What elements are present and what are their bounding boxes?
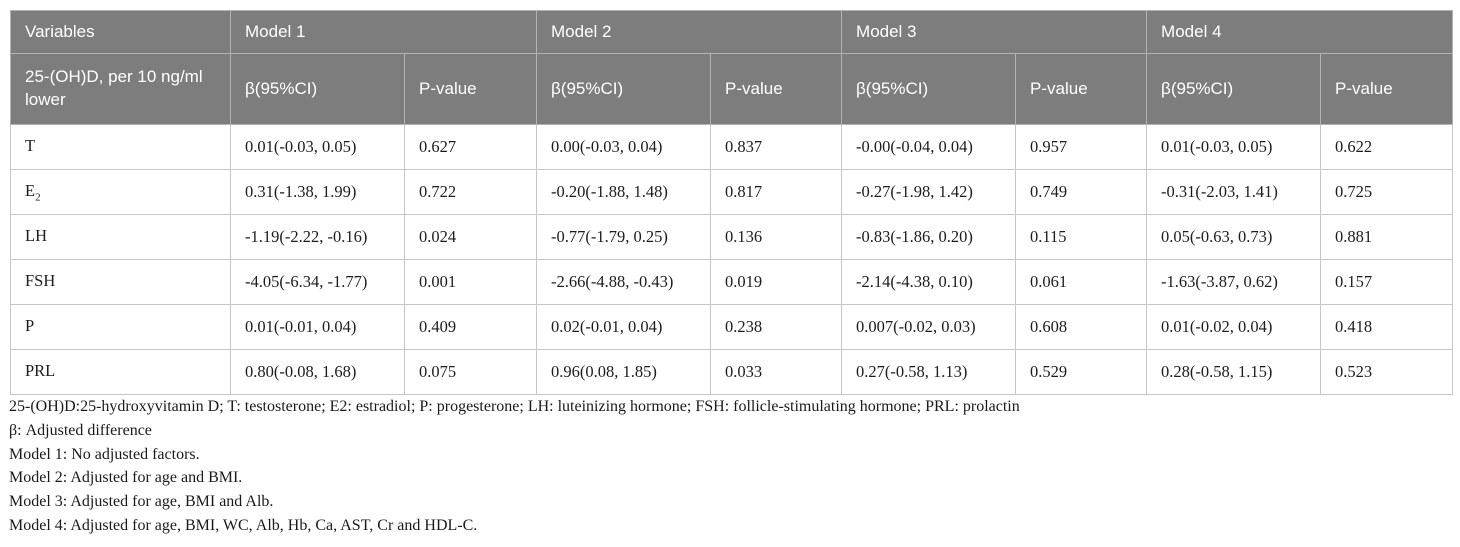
cell-m4-beta: 0.01(-0.02, 0.04) [1146, 304, 1322, 350]
cell-m1-pvalue: 0.075 [403, 349, 538, 395]
variable-label: E [25, 180, 36, 200]
cell-m3-beta: 0.007(-0.02, 0.03) [841, 304, 1017, 350]
cell-m2-beta: 0.02(-0.01, 0.04) [536, 304, 712, 350]
cell-variable: PRL [10, 349, 231, 395]
cell-m2-beta: -2.66(-4.88, -0.43) [536, 259, 712, 305]
header-row-measures: 25-(OH)D, per 10 ng/ml lower β(95%CI) P-… [10, 53, 1454, 125]
cell-m2-pvalue: 0.837 [710, 124, 843, 170]
cell-m4-beta: -1.63(-3.87, 0.62) [1146, 259, 1322, 305]
cell-m3-beta: 0.27(-0.58, 1.13) [841, 349, 1017, 395]
column-header-m2-pvalue: P-value [710, 53, 843, 125]
cell-m4-pvalue: 0.157 [1320, 259, 1454, 305]
cell-variable: E2 [10, 169, 231, 215]
column-header-exposure: 25-(OH)D, per 10 ng/ml lower [10, 53, 231, 125]
cell-m4-beta: 0.28(-0.58, 1.15) [1146, 349, 1322, 395]
cell-m1-beta: 0.31(-1.38, 1.99) [230, 169, 405, 215]
footnote-abbreviations: 25-(OH)D:25-hydroxyvitamin D; T: testost… [9, 398, 1020, 415]
variable-label: T [25, 135, 36, 155]
table-row-LH: LH -1.19(-2.22, -0.16) 0.024 -0.77(-1.79… [10, 214, 1454, 260]
cell-m1-pvalue: 0.627 [403, 124, 538, 170]
cell-m1-pvalue: 0.409 [403, 304, 538, 350]
cell-m4-pvalue: 0.523 [1320, 349, 1454, 395]
table-footnotes: 25-(OH)D:25-hydroxyvitamin D; T: testost… [9, 395, 1454, 538]
cell-variable: LH [10, 214, 231, 260]
column-header-model2: Model 2 [536, 10, 843, 54]
cell-m4-beta: 0.01(-0.03, 0.05) [1146, 124, 1322, 170]
cell-m3-beta: -0.27(-1.98, 1.42) [841, 169, 1017, 215]
cell-m2-pvalue: 0.033 [710, 349, 843, 395]
column-header-m1-pvalue: P-value [403, 53, 538, 125]
cell-m2-beta: -0.77(-1.79, 0.25) [536, 214, 712, 260]
cell-m4-pvalue: 0.622 [1320, 124, 1454, 170]
footnote-beta-definition: β: Adjusted difference [9, 421, 152, 439]
table-row-FSH: FSH -4.05(-6.34, -1.77) 0.001 -2.66(-4.8… [10, 259, 1454, 305]
variable-label: FSH [25, 270, 56, 290]
cell-m2-pvalue: 0.019 [710, 259, 843, 305]
cell-m2-beta: 0.00(-0.03, 0.04) [536, 124, 712, 170]
cell-m3-beta: -0.00(-0.04, 0.04) [841, 124, 1017, 170]
column-header-m4-beta: β(95%CI) [1146, 53, 1322, 125]
column-header-m2-beta: β(95%CI) [536, 53, 712, 125]
cell-m3-beta: -0.83(-1.86, 0.20) [841, 214, 1017, 260]
column-header-model4: Model 4 [1146, 10, 1454, 54]
cell-m4-beta: 0.05(-0.63, 0.73) [1146, 214, 1322, 260]
cell-m1-beta: 0.01(-0.03, 0.05) [230, 124, 405, 170]
column-header-m3-pvalue: P-value [1015, 53, 1148, 125]
table-row-E2: E2 0.31(-1.38, 1.99) 0.722 -0.20(-1.88, … [10, 169, 1454, 215]
cell-m3-pvalue: 0.957 [1015, 124, 1148, 170]
cell-variable: P [10, 304, 231, 350]
cell-m3-pvalue: 0.115 [1015, 214, 1148, 260]
column-header-m1-beta: β(95%CI) [230, 53, 405, 125]
column-header-m4-pvalue: P-value [1320, 53, 1454, 125]
cell-m4-pvalue: 0.881 [1320, 214, 1454, 260]
column-header-variables: Variables [10, 10, 231, 54]
cell-m1-beta: -1.19(-2.22, -0.16) [230, 214, 405, 260]
column-header-model3: Model 3 [841, 10, 1148, 54]
cell-m1-pvalue: 0.024 [403, 214, 538, 260]
cell-m2-pvalue: 0.136 [710, 214, 843, 260]
table-row-P: P 0.01(-0.01, 0.04) 0.409 0.02(-0.01, 0.… [10, 304, 1454, 350]
cell-m1-pvalue: 0.001 [403, 259, 538, 305]
column-header-m3-beta: β(95%CI) [841, 53, 1017, 125]
cell-m3-beta: -2.14(-4.38, 0.10) [841, 259, 1017, 305]
table-row-PRL: PRL 0.80(-0.08, 1.68) 0.075 0.96(0.08, 1… [10, 349, 1454, 395]
results-table: Variables Model 1 Model 2 Model 3 Model … [10, 10, 1454, 395]
cell-m3-pvalue: 0.529 [1015, 349, 1148, 395]
cell-m2-beta: 0.96(0.08, 1.85) [536, 349, 712, 395]
cell-m3-pvalue: 0.749 [1015, 169, 1148, 215]
column-header-model1: Model 1 [229, 10, 538, 54]
cell-variable: T [10, 124, 231, 170]
header-row-models: Variables Model 1 Model 2 Model 3 Model … [10, 10, 1454, 54]
variable-subscript: 2 [35, 191, 41, 204]
table-row-T: T 0.01(-0.03, 0.05) 0.627 0.00(-0.03, 0.… [10, 124, 1454, 170]
cell-m2-beta: -0.20(-1.88, 1.48) [536, 169, 712, 215]
cell-m4-pvalue: 0.725 [1320, 169, 1454, 215]
footnote-model4: Model 4: Adjusted for age, BMI, WC, Alb,… [9, 516, 478, 534]
cell-variable: FSH [10, 259, 231, 305]
cell-m4-pvalue: 0.418 [1320, 304, 1454, 350]
variable-label: P [25, 315, 35, 335]
variable-label: LH [25, 225, 47, 245]
variable-label: PRL [25, 360, 56, 380]
cell-m2-pvalue: 0.817 [710, 169, 843, 215]
footnote-model2: Model 2: Adjusted for age and BMI. [9, 469, 243, 487]
footnote-model3: Model 3: Adjusted for age, BMI and Alb. [9, 493, 274, 511]
cell-m1-beta: -4.05(-6.34, -1.77) [230, 259, 405, 305]
cell-m1-beta: 0.80(-0.08, 1.68) [230, 349, 405, 395]
cell-m1-pvalue: 0.722 [403, 169, 538, 215]
cell-m1-beta: 0.01(-0.01, 0.04) [230, 304, 405, 350]
footnote-model1: Model 1: No adjusted factors. [9, 445, 200, 463]
cell-m3-pvalue: 0.608 [1015, 304, 1148, 350]
cell-m3-pvalue: 0.061 [1015, 259, 1148, 305]
cell-m4-beta: -0.31(-2.03, 1.41) [1146, 169, 1322, 215]
cell-m2-pvalue: 0.238 [710, 304, 843, 350]
